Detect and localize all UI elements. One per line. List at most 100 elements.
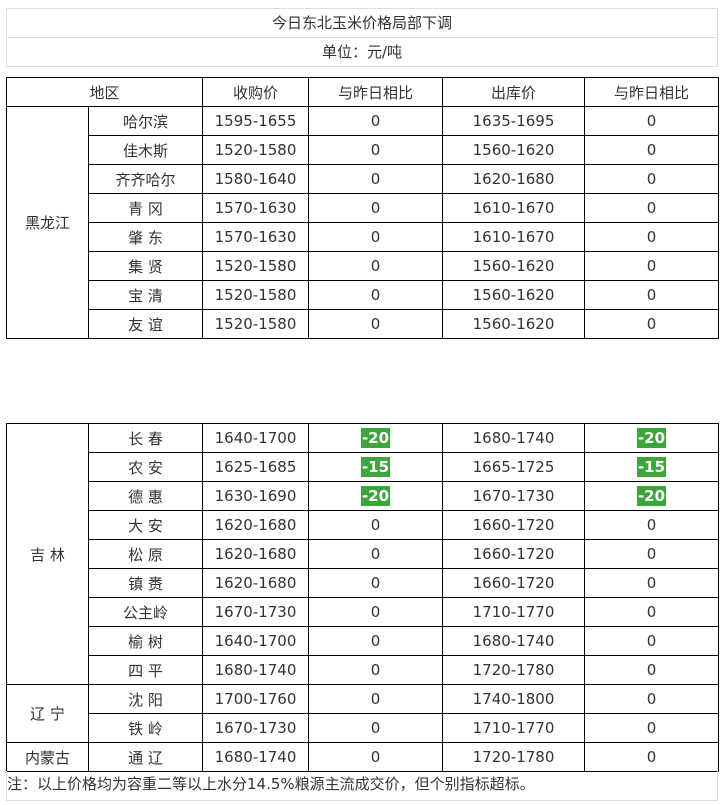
city-cell: 公主岭 <box>88 597 203 627</box>
outbound-price-cell: 1720-1780 <box>442 655 585 685</box>
purchase-change-cell: 0 <box>308 222 443 252</box>
outbound-price-cell: 1740-1800 <box>442 684 585 714</box>
table-row: 黑龙江 哈尔滨 1595-1655 0 1635-1695 0 <box>6 106 719 339</box>
header-outbound: 出库价 <box>442 77 585 107</box>
province-cell: 黑龙江 <box>6 106 89 339</box>
purchase-change-cell: -15 <box>308 452 443 482</box>
change-badge: -20 <box>360 428 391 448</box>
outbound-price-cell: 1660-1720 <box>442 510 585 540</box>
city-cell: 肇 东 <box>88 222 203 252</box>
outbound-price-cell: 1560-1620 <box>442 280 585 310</box>
header-change: 与昨日相比 <box>308 77 443 107</box>
city-cell: 宝 清 <box>88 280 203 310</box>
purchase-change-cell: 0 <box>308 713 443 743</box>
outbound-price-cell: 1610-1670 <box>442 193 585 223</box>
change-badge: -20 <box>636 486 667 506</box>
outbound-change-cell: 0 <box>584 309 719 339</box>
outbound-change-cell: 0 <box>584 742 719 772</box>
purchase-change-cell: -20 <box>308 423 443 453</box>
change-badge: -20 <box>360 486 391 506</box>
city-cell: 松 原 <box>88 539 203 569</box>
header-change: 与昨日相比 <box>584 77 719 107</box>
purchase-change-cell: -20 <box>308 481 443 511</box>
outbound-change-cell: 0 <box>584 597 719 627</box>
purchase-price-cell: 1520-1580 <box>202 251 309 281</box>
change-badge: -20 <box>636 428 667 448</box>
purchase-price-cell: 1620-1680 <box>202 510 309 540</box>
outbound-change-cell: 0 <box>584 626 719 656</box>
table-row: 集 贤 1520-1580 0 1560-1620 0 <box>7 251 719 281</box>
outbound-price-cell: 1710-1770 <box>442 597 585 627</box>
change-badge: -15 <box>360 457 391 477</box>
purchase-change-cell: 0 <box>308 309 443 339</box>
purchase-change-cell: 0 <box>308 539 443 569</box>
purchase-price-cell: 1620-1680 <box>202 568 309 598</box>
city-cell: 大 安 <box>88 510 203 540</box>
price-table-2: 吉 林长 春 1640-1700 -20 1680-1740 -20 农 安 1625-16… <box>6 423 719 772</box>
purchase-change-cell: 0 <box>308 568 443 598</box>
outbound-change-cell: 0 <box>584 655 719 685</box>
outbound-change-cell: -15 <box>584 452 719 482</box>
city-cell: 哈尔滨 <box>88 106 203 136</box>
outbound-change-cell: -20 <box>584 423 719 453</box>
table-row: 大 安 1620-1680 0 1660-1720 0 <box>7 510 719 540</box>
outbound-change-cell: 0 <box>584 222 719 252</box>
purchase-change-cell: 0 <box>308 684 443 714</box>
outbound-price-cell: 1610-1670 <box>442 222 585 252</box>
table-row: 农 安 1625-1685 -15 1665-1725 -15 <box>7 452 719 482</box>
purchase-price-cell: 1700-1760 <box>202 684 309 714</box>
outbound-price-cell: 1620-1680 <box>442 164 585 194</box>
purchase-price-cell: 1640-1700 <box>202 423 309 453</box>
page-title: 今日东北玉米价格局部下调 <box>271 14 452 32</box>
table-row: 公主岭 1670-1730 0 1710-1770 0 <box>7 597 719 627</box>
purchase-price-cell: 1640-1700 <box>202 626 309 656</box>
purchase-price-cell: 1520-1580 <box>202 280 309 310</box>
header-purchase: 收购价 <box>202 77 309 107</box>
purchase-change-cell: 0 <box>308 164 443 194</box>
purchase-change-cell: 0 <box>308 510 443 540</box>
unit-label: 单位：元/吨 <box>7 37 717 66</box>
outbound-change-cell: 0 <box>584 510 719 540</box>
city-cell: 四 平 <box>88 655 203 685</box>
outbound-price-cell: 1680-1740 <box>442 423 585 453</box>
purchase-change-cell: 0 <box>308 655 443 685</box>
city-cell: 集 贤 <box>88 251 203 281</box>
table-row: 镇 赉 1620-1680 0 1660-1720 0 <box>7 568 719 598</box>
outbound-price-cell: 1560-1620 <box>442 309 585 339</box>
purchase-change-cell: 0 <box>308 193 443 223</box>
outbound-price-cell: 1670-1730 <box>442 481 585 511</box>
city-cell: 佳木斯 <box>88 135 203 165</box>
purchase-change-cell: 0 <box>308 251 443 281</box>
title-box: 今日东北玉米价格局部下调 单位：元/吨 <box>6 8 718 67</box>
outbound-change-cell: 0 <box>584 539 719 569</box>
table-row: 齐齐哈尔 1580-1640 0 1620-1680 0 <box>7 164 719 194</box>
purchase-change-cell: 0 <box>308 597 443 627</box>
city-cell: 沈 阳 <box>88 684 203 714</box>
province-cell: 内蒙古 <box>6 742 89 772</box>
table-row: 四 平 1680-1740 0 1720-1780 0 <box>7 655 719 685</box>
purchase-price-cell: 1625-1685 <box>202 452 309 482</box>
outbound-change-cell: 0 <box>584 568 719 598</box>
outbound-price-cell: 1635-1695 <box>442 106 585 136</box>
table-row: 德 惠 1630-1690 -20 1670-1730 -20 <box>7 481 719 511</box>
city-cell: 青 冈 <box>88 193 203 223</box>
outbound-price-cell: 1560-1620 <box>442 251 585 281</box>
table-row: 榆 树 1640-1700 0 1680-1740 0 <box>7 626 719 656</box>
purchase-change-cell: 0 <box>308 626 443 656</box>
table-row: 铁 岭 1670-1730 0 1710-1770 0 <box>7 713 719 743</box>
outbound-change-cell: 0 <box>584 193 719 223</box>
outbound-change-cell: 0 <box>584 106 719 136</box>
outbound-price-cell: 1710-1770 <box>442 713 585 743</box>
purchase-change-cell: 0 <box>308 106 443 136</box>
outbound-price-cell: 1680-1740 <box>442 626 585 656</box>
purchase-price-cell: 1580-1640 <box>202 164 309 194</box>
outbound-change-cell: 0 <box>584 164 719 194</box>
table-row: 内蒙古通 辽 1680-1740 0 1720-1780 0 <box>6 742 719 772</box>
purchase-price-cell: 1620-1680 <box>202 539 309 569</box>
purchase-price-cell: 1670-1730 <box>202 713 309 743</box>
outbound-price-cell: 1560-1620 <box>442 135 585 165</box>
city-cell: 农 安 <box>88 452 203 482</box>
purchase-price-cell: 1680-1740 <box>202 655 309 685</box>
outbound-change-cell: 0 <box>584 135 719 165</box>
province-cell: 辽 宁 <box>6 684 89 743</box>
